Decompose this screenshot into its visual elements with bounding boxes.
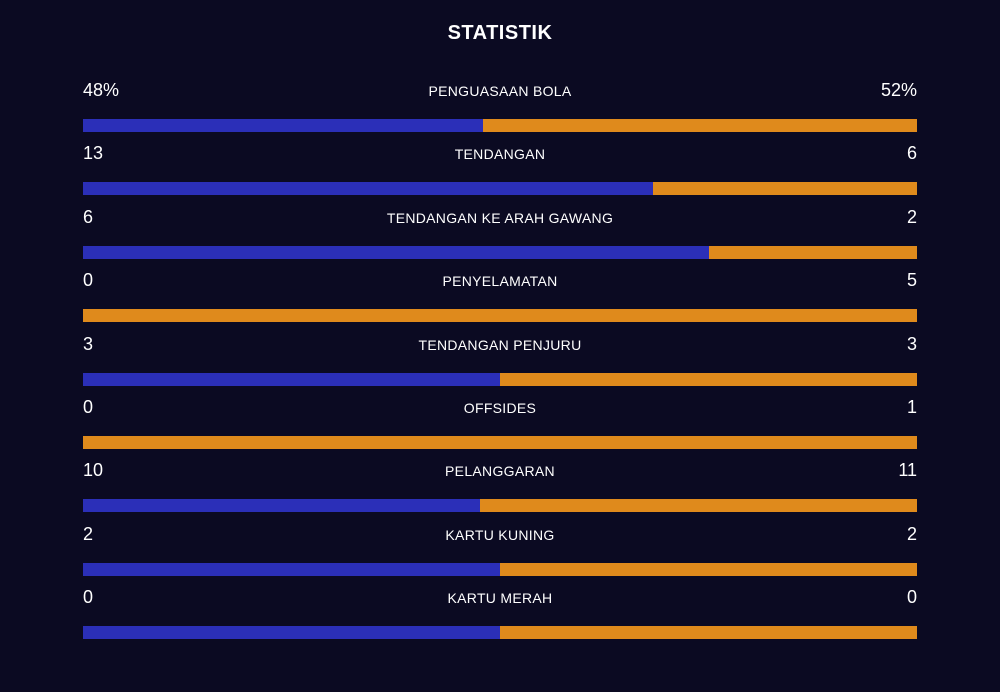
home-value: 3 <box>83 333 94 354</box>
away-value: 2 <box>906 206 917 227</box>
away-bar-fill <box>83 309 917 323</box>
stat-row-fouls: 10 PELANGGARAN 11 <box>83 460 917 523</box>
stat-row-saves: 0 PENYELAMATAN 5 <box>83 270 917 333</box>
stat-row-yellow-cards: 2 KARTU KUNING 2 <box>83 524 917 587</box>
home-bar-fill <box>83 562 500 576</box>
comparison-bar <box>83 119 917 132</box>
away-value: 1 <box>906 396 917 417</box>
away-value: 11 <box>898 460 917 481</box>
home-bar-fill <box>83 372 500 386</box>
away-bar-fill <box>83 435 917 449</box>
stat-label: PELANGGARAN <box>445 463 555 480</box>
home-bar-fill <box>83 499 480 513</box>
away-value: 6 <box>906 143 917 164</box>
home-value: 6 <box>83 206 94 227</box>
stat-row-offsides: 0 OFFSIDES 1 <box>83 397 917 460</box>
away-value: 0 <box>906 587 917 608</box>
home-value: 0 <box>83 396 94 417</box>
stat-row-corners: 3 TENDANGAN PENJURU 3 <box>83 334 917 397</box>
home-bar-fill <box>83 119 484 132</box>
stat-row-red-cards: 0 KARTU MERAH 0 <box>83 587 917 650</box>
stats-title: STATISTIK <box>447 22 553 44</box>
away-bar-fill <box>483 119 917 132</box>
stats-list: 48% PENGUASAAN BOLA 52% 13 TENDANGAN 6 6… <box>83 80 917 651</box>
home-value: 0 <box>83 270 94 291</box>
stat-row-shots-on-target: 6 TENDANGAN KE ARAH GAWANG 2 <box>83 207 917 270</box>
home-value: 10 <box>83 460 104 481</box>
stat-row-shots: 13 TENDANGAN 6 <box>83 143 917 206</box>
home-value: 48% <box>83 80 120 100</box>
stat-label: PENYELAMATAN <box>442 273 558 290</box>
away-value: 3 <box>906 333 917 354</box>
home-bar-fill <box>83 626 500 640</box>
stat-row-possession: 48% PENGUASAAN BOLA 52% <box>83 80 917 143</box>
comparison-bar <box>83 309 917 323</box>
away-bar-fill <box>479 499 917 513</box>
home-value: 0 <box>83 587 94 608</box>
away-bar-fill <box>708 245 917 259</box>
comparison-bar <box>83 245 917 259</box>
comparison-bar <box>83 182 917 196</box>
stat-label: OFFSIDES <box>463 399 537 416</box>
stat-label: PENGUASAAN BOLA <box>428 83 572 99</box>
comparison-bar <box>83 435 917 449</box>
away-value: 2 <box>906 523 917 544</box>
home-value: 2 <box>83 523 94 544</box>
comparison-bar <box>83 562 917 576</box>
away-bar-fill <box>500 372 917 386</box>
home-bar-fill <box>83 245 709 259</box>
away-value: 5 <box>906 270 917 291</box>
away-bar-fill <box>653 182 917 196</box>
stat-label: TENDANGAN PENJURU <box>418 336 582 353</box>
stat-label: KARTU KUNING <box>445 526 555 543</box>
away-bar-fill <box>500 562 917 576</box>
stat-label: KARTU MERAH <box>447 590 553 607</box>
home-value: 13 <box>83 143 104 164</box>
home-bar-fill <box>83 182 654 196</box>
stat-label: TENDANGAN KE ARAH GAWANG <box>386 209 614 226</box>
away-value: 52% <box>880 80 917 100</box>
comparison-bar <box>83 372 917 386</box>
comparison-bar <box>83 626 917 640</box>
away-bar-fill <box>500 626 917 640</box>
stat-label: TENDANGAN <box>454 146 546 163</box>
comparison-bar <box>83 499 917 513</box>
